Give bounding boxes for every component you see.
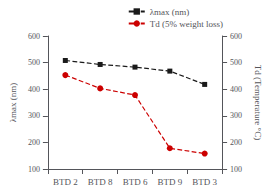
svg-text:200: 200 [28,138,40,147]
svg-text:300: 300 [28,111,40,120]
svg-text:400: 400 [28,85,40,94]
svg-text:100: 100 [230,165,242,174]
svg-text:200: 200 [230,138,242,147]
svg-text:400: 400 [230,85,242,94]
svg-text:BTD 6: BTD 6 [123,177,148,187]
svg-text:BTD 2: BTD 2 [53,177,78,187]
svg-text:BTD 8: BTD 8 [88,177,113,187]
svg-text:BTD 9: BTD 9 [157,177,182,187]
svg-text:600: 600 [230,32,242,41]
svg-text:λmax (nm): λmax (nm) [150,7,190,17]
svg-text:Td (5% weight loss): Td (5% weight loss) [150,19,223,29]
svg-text:100: 100 [28,165,40,174]
svg-text:λmax (nm): λmax (nm) [8,83,18,123]
svg-text:BTD 3: BTD 3 [192,177,217,187]
svg-text:500: 500 [28,58,40,67]
svg-text:600: 600 [28,32,40,41]
svg-text:Td (Temperature °C): Td (Temperature °C) [253,65,263,140]
svg-text:500: 500 [230,58,242,67]
svg-text:300: 300 [230,111,242,120]
